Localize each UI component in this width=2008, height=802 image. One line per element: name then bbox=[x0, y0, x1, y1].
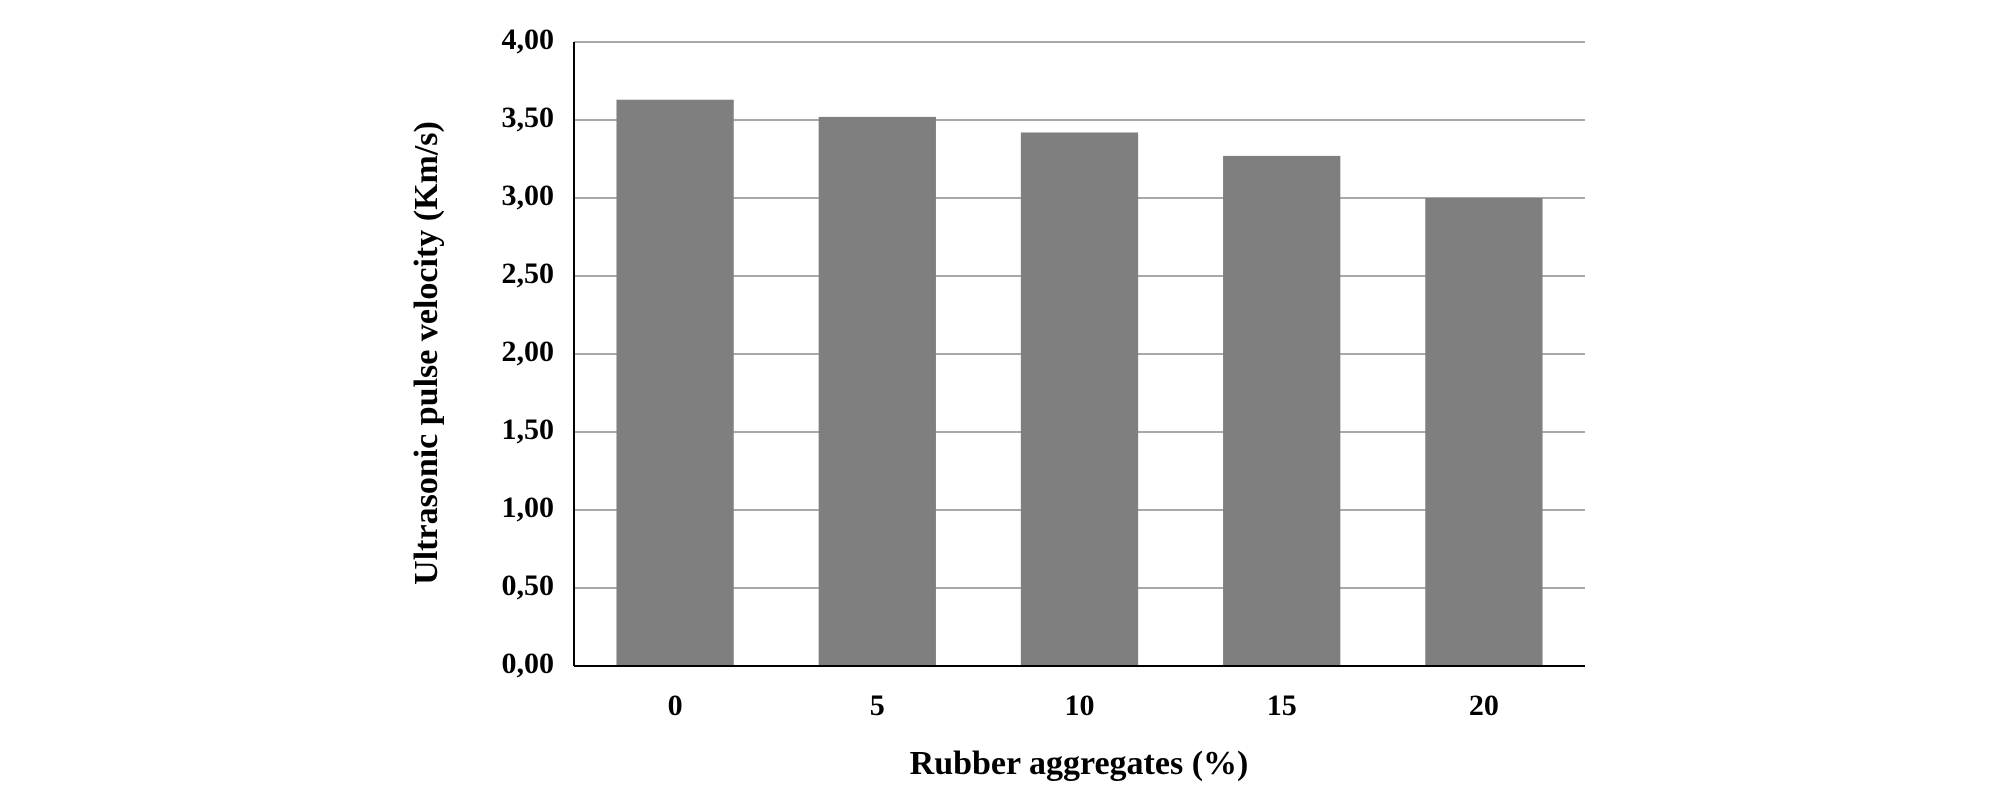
x-tick-label: 0 bbox=[668, 689, 683, 722]
y-axis-title: Ultrasonic pulse velocity (Km/s) bbox=[408, 121, 445, 585]
y-tick-label: 0,00 bbox=[502, 647, 555, 680]
y-tick-label: 1,00 bbox=[502, 491, 555, 524]
x-tick-label: 15 bbox=[1267, 689, 1297, 722]
bar bbox=[1223, 155, 1341, 666]
x-tick-label: 20 bbox=[1469, 689, 1499, 722]
y-tick-label: 2,00 bbox=[502, 335, 555, 368]
bar bbox=[1425, 198, 1543, 666]
x-axis-title: Rubber aggregates (%) bbox=[910, 745, 1249, 782]
bar bbox=[616, 99, 734, 667]
bar bbox=[1020, 132, 1139, 667]
y-tick-label: 3,50 bbox=[502, 101, 555, 134]
y-tick-label: 1,50 bbox=[502, 413, 555, 446]
y-tick-label: 3,00 bbox=[502, 179, 555, 212]
x-tick-label: 10 bbox=[1065, 689, 1095, 722]
x-tick-label: 5 bbox=[870, 689, 885, 722]
y-tick-label: 2,50 bbox=[502, 257, 555, 290]
bar bbox=[818, 116, 936, 666]
y-tick-label: 0,50 bbox=[502, 569, 555, 602]
y-tick-label: 4,00 bbox=[502, 23, 555, 56]
